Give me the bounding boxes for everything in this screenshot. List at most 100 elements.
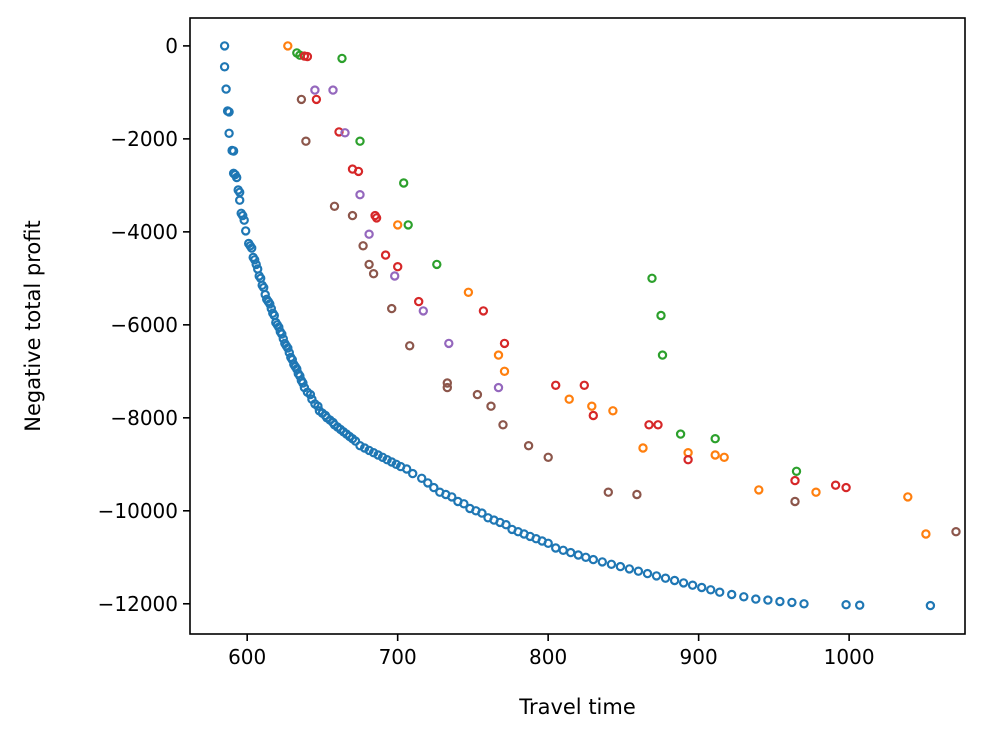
data-point-s4-8 [493, 382, 504, 393]
x-axis-label: Travel time [518, 695, 636, 719]
data-point-s0-75 [355, 441, 365, 451]
data-point-s1-12 [754, 485, 764, 495]
data-point-s5-14 [523, 441, 534, 451]
data-point-s0-127 [706, 585, 716, 595]
data-point-s2-6 [432, 259, 442, 270]
data-point-s1-1 [393, 220, 403, 230]
data-point-s0-16 [239, 215, 249, 225]
data-point-s1-5 [564, 394, 574, 404]
data-point-s5-9 [442, 378, 452, 388]
data-point-s4-1 [328, 85, 338, 95]
data-point-s4-2 [340, 128, 350, 138]
data-point-s5-10 [442, 382, 452, 393]
data-point-s3-20 [830, 480, 841, 490]
data-point-s0-134 [787, 597, 797, 608]
data-point-s5-17 [632, 489, 642, 500]
data-point-s0-89 [429, 482, 439, 493]
data-point-s0-128 [715, 587, 725, 597]
data-point-s0-10 [231, 172, 242, 183]
data-point-s0-4 [224, 107, 234, 117]
x-tick-label: 700 [379, 645, 417, 669]
x-tick-label: 900 [680, 645, 718, 669]
data-point-s5-4 [358, 241, 368, 251]
data-point-s0-129 [727, 589, 737, 600]
data-point-s3-16 [644, 420, 654, 430]
data-point-s0-97 [477, 508, 487, 518]
data-point-s5-2 [329, 201, 340, 211]
data-point-s3-13 [551, 380, 561, 390]
y-tick-label: −10000 [98, 499, 178, 523]
data-point-s3-8 [380, 250, 391, 260]
data-point-s3-2 [311, 94, 322, 105]
data-point-s0-57 [305, 389, 316, 400]
data-point-s1-13 [811, 487, 821, 497]
data-point-s5-8 [405, 341, 415, 351]
data-point-s5-1 [301, 136, 311, 146]
data-point-s0-125 [687, 580, 698, 590]
data-point-s3-11 [478, 306, 489, 316]
y-tick-label: −8000 [110, 406, 178, 430]
data-point-s1-2 [463, 287, 474, 297]
data-point-s2-5 [403, 220, 413, 230]
data-point-s0-88 [423, 478, 433, 488]
data-point-s0-137 [855, 600, 865, 610]
data-point-s2-12 [791, 466, 802, 476]
data-point-s0-118 [624, 564, 635, 574]
data-point-s3-14 [579, 380, 590, 390]
data-point-s0-0 [219, 41, 230, 51]
data-point-s1-0 [283, 41, 293, 51]
data-point-s1-3 [493, 350, 504, 360]
data-point-s5-15 [543, 452, 553, 462]
data-point-s0-133 [775, 596, 785, 607]
data-point-s0-2 [221, 84, 231, 94]
data-point-s1-8 [638, 443, 648, 453]
data-point-s1-10 [710, 450, 720, 460]
x-tick-label: 800 [529, 645, 567, 669]
data-point-s5-7 [387, 303, 397, 314]
data-point-s0-1 [219, 62, 230, 72]
plot-area-frame [189, 17, 966, 635]
data-point-s0-131 [751, 594, 761, 604]
data-point-s4-5 [390, 271, 400, 281]
data-point-s3-15 [588, 410, 599, 421]
data-point-s0-23 [251, 259, 261, 270]
y-tick-label: −6000 [110, 313, 178, 337]
data-point-s3-9 [393, 262, 403, 272]
data-point-s0-123 [669, 575, 680, 586]
data-point-s3-1 [302, 51, 313, 62]
data-point-s4-3 [355, 189, 365, 200]
data-point-s0-115 [597, 557, 608, 567]
data-point-s0-15 [237, 210, 248, 221]
data-point-s0-17 [240, 226, 251, 236]
y-tick-label: −2000 [110, 127, 178, 151]
data-point-s5-0 [296, 94, 307, 105]
data-point-s2-2 [337, 53, 347, 64]
data-point-s0-13 [234, 195, 245, 205]
data-point-s0-116 [606, 559, 617, 570]
data-point-s2-11 [710, 434, 720, 444]
data-point-s0-87 [417, 473, 427, 483]
data-point-s0-130 [739, 592, 749, 602]
data-point-s4-7 [444, 338, 454, 349]
data-point-s5-11 [472, 389, 483, 400]
data-point-s1-15 [921, 529, 931, 539]
data-point-s3-19 [790, 475, 800, 486]
data-point-s5-6 [368, 269, 379, 279]
data-point-s0-81 [382, 455, 392, 465]
data-point-s0-44 [283, 343, 293, 353]
data-point-s0-40 [277, 329, 287, 339]
data-point-s1-6 [587, 401, 597, 411]
data-point-s0-20 [246, 243, 257, 253]
data-point-s0-32 [265, 299, 275, 309]
data-point-s3-10 [414, 296, 424, 307]
data-point-s0-108 [543, 538, 553, 549]
data-point-s0-117 [615, 561, 626, 572]
data-point-s0-138 [925, 600, 936, 611]
data-point-s5-3 [347, 210, 358, 221]
data-point-s3-12 [499, 338, 510, 349]
data-point-s0-126 [697, 582, 707, 593]
data-point-s0-101 [501, 520, 511, 530]
data-point-s0-54 [298, 378, 308, 388]
data-point-s4-6 [418, 306, 428, 316]
